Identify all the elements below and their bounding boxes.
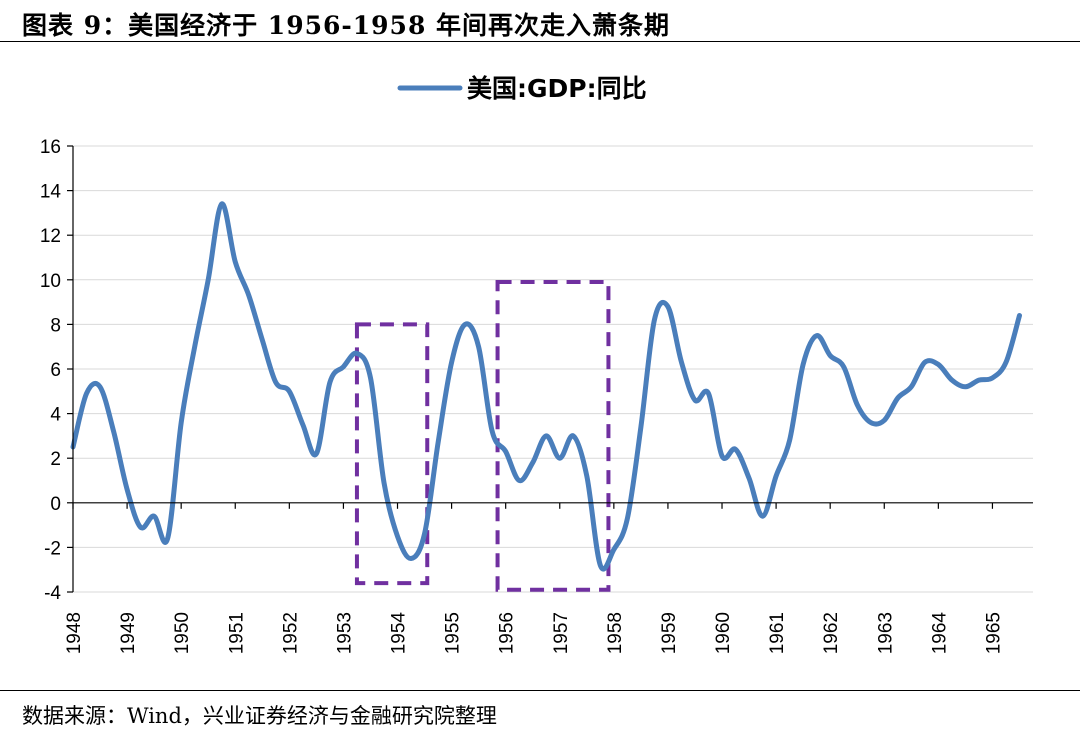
- legend: 美国:GDP:同比: [397, 74, 647, 103]
- series-line-group: [70, 201, 1022, 572]
- y-tick-label: 12: [40, 226, 61, 247]
- recession-highlight-box-2: [495, 280, 611, 592]
- y-tick-label: -2: [44, 538, 61, 559]
- x-tick-label: 1965: [983, 612, 1004, 654]
- y-tick-label: -4: [44, 583, 61, 604]
- x-tick-label: 1951: [226, 612, 247, 654]
- y-tick-label: 6: [50, 360, 61, 381]
- figure-title: 图表 9：美国经济于 1956-1958 年间再次走入萧条期: [22, 11, 671, 40]
- title-rule: [0, 41, 1080, 42]
- grid-lines: [73, 145, 1033, 593]
- x-tick-label: 1953: [334, 612, 355, 654]
- y-tick-label: 4: [50, 405, 61, 426]
- y-tick-label: 16: [40, 137, 61, 158]
- x-tick-label: 1960: [713, 612, 734, 654]
- x-tick-label: 1964: [929, 612, 950, 655]
- y-tick-label: 2: [50, 449, 61, 470]
- x-tick-label: 1954: [389, 612, 410, 655]
- y-tick-label: 14: [40, 182, 62, 203]
- x-tick-label: 1956: [497, 612, 518, 654]
- y-tick-label: 0: [50, 494, 61, 515]
- x-tick-label: 1961: [767, 612, 788, 654]
- x-tick-label: 1948: [64, 612, 85, 654]
- annotation-boxes: [354, 280, 611, 592]
- x-tick-label: 1963: [875, 612, 896, 654]
- y-tick-labels: -4 -2 0 2 4 6 8 10 12 14 16: [40, 137, 62, 604]
- source-note: 数据来源：Wind，兴业证券经济与金融研究院整理: [22, 704, 497, 728]
- axes: [67, 145, 1033, 593]
- y-tick-label: 8: [50, 315, 61, 336]
- x-tick-label: 1949: [118, 612, 139, 654]
- line-chart: 美国:GDP:同比 -4 -2 0 2 4 6 8 10 12 14 16 1948 1949 1950…: [40, 74, 1033, 655]
- x-tick-label: 1957: [551, 612, 572, 654]
- x-tick-label: 1962: [821, 612, 842, 654]
- x-tick-label: 1958: [605, 612, 626, 654]
- series-line-gdp-yoy: [70, 201, 1022, 572]
- recession-highlight-box-1: [354, 322, 430, 586]
- y-tick-label: 10: [40, 271, 61, 292]
- x-tick-label: 1952: [280, 612, 301, 654]
- x-tick-labels: 1948 1949 1950 1951 1952 1953 1954 1955 1956 1957…: [64, 612, 1004, 655]
- x-tick-label: 1955: [443, 612, 464, 654]
- legend-label: 美国:GDP:同比: [467, 74, 647, 103]
- x-tick-label: 1950: [172, 612, 193, 654]
- source-rule: [0, 690, 1080, 691]
- x-tick-label: 1959: [659, 612, 680, 654]
